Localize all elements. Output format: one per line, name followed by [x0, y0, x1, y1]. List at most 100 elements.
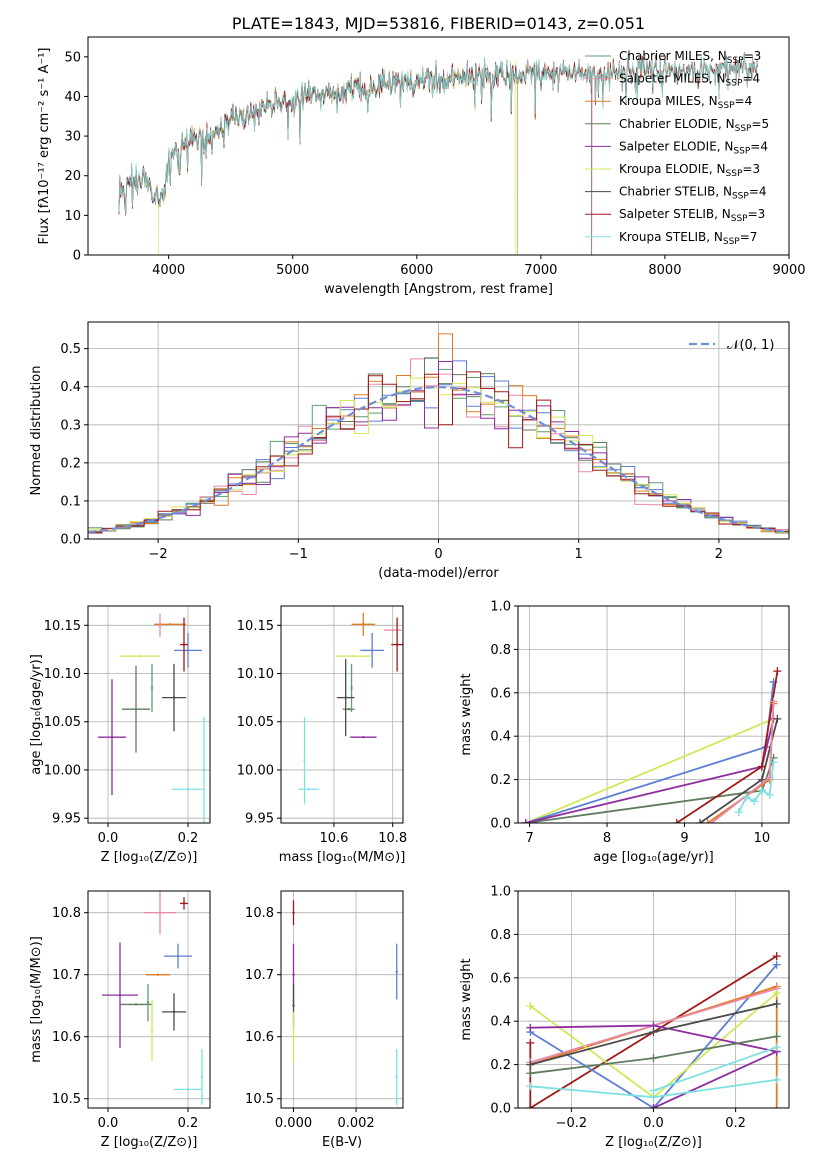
data-point [146, 1001, 150, 1004]
y-tick-label: 1.0 [490, 885, 511, 900]
panel-mass_vs_ebv: 0.000 0.002 10.5 10.6 10.7 10.8 E(B-V) [245, 890, 404, 1150]
mass-weight-line [737, 762, 775, 813]
x-tick-label: 9 [680, 831, 688, 846]
y-tick-label: 10.10 [237, 667, 274, 682]
legend-label: Kroupa MILES, NSSP=4 [619, 94, 752, 111]
data-point [202, 768, 206, 772]
y-tick-label: 9.95 [245, 812, 274, 827]
data-point [134, 707, 138, 711]
plus-marker [703, 819, 712, 823]
data-point [292, 911, 295, 914]
panel-spectrum: 4000 5000 6000 7000 8000 9000 0 10 20 30 40 50 wavel… [37, 14, 806, 297]
x-tick-label: 1 [575, 547, 583, 562]
x-axis-label: Z [log₁₀(Z/Z⊙)] [101, 850, 198, 865]
mass-weight-line [707, 703, 775, 823]
x-tick-label: 8000 [648, 263, 681, 278]
plus-marker [649, 1028, 658, 1037]
spectrum-line-chabrier-elodie [118, 60, 517, 213]
legend-label: Chabrier ELODIE, NSSP=5 [619, 117, 769, 134]
axes-frame [87, 36, 790, 256]
x-axis-label: (data-model)/error [378, 566, 499, 581]
panel-age_vs_mass: 10.6 10.8 9.95 10.00 10.05 10.10 10.15 mass [lo… [237, 605, 407, 865]
x-axis-label: age [log₁₀(age/yr)] [593, 850, 714, 865]
axes-frame [280, 605, 404, 824]
data-point [200, 1075, 204, 1079]
plus-marker [672, 819, 681, 823]
y-axis-label: age [log₁₀(age/yr)] [29, 654, 44, 775]
x-tick-label: 10.8 [378, 831, 407, 846]
axes-frame [517, 605, 790, 824]
plus-marker [526, 1060, 535, 1069]
panel-mass_weight_vs_age: 7 8 9 10 0.0 0.2 0.4 0.6 0.8 1.0 age [log₁₀(age/yr… [459, 600, 790, 865]
data-point [307, 788, 311, 791]
data-point [391, 628, 394, 632]
y-tick-label: 10.7 [52, 968, 81, 983]
plus-marker [769, 697, 778, 706]
x-tick-label: 9000 [772, 263, 805, 278]
plus-marker [772, 1032, 781, 1041]
y-tick-label: 10.00 [44, 763, 81, 778]
mass-weight-line [699, 718, 779, 823]
y-axis-label: mass [log₁₀(M/M⊙)] [29, 936, 44, 1063]
plus-marker [772, 952, 781, 961]
legend-label: Kroupa STELIB, NSSP=7 [619, 230, 757, 247]
x-tick-label: 4000 [152, 263, 185, 278]
y-tick-label: 0.0 [60, 533, 81, 548]
spectrum-line-salpeter-elodie [118, 60, 517, 216]
x-tick-label: 0.0 [98, 1116, 119, 1131]
y-tick-label: 10.15 [44, 619, 81, 634]
plus-marker [526, 1023, 535, 1032]
data-point [303, 759, 306, 762]
y-tick-label: 0.1 [60, 494, 81, 509]
plus-marker [773, 714, 782, 723]
x-tick-label: 0.000 [275, 1116, 312, 1131]
y-tick-label: 40 [64, 90, 81, 105]
y-tick-label: 0.2 [490, 773, 511, 788]
plus-marker [526, 1104, 535, 1108]
x-tick-label: 0.002 [337, 1116, 374, 1131]
spectrum-line-kroupa-stelib [118, 53, 759, 214]
y-tick-label: 0 [73, 249, 81, 264]
plus-marker [772, 999, 781, 1008]
y-tick-label: 0.0 [490, 817, 511, 832]
y-tick-label: 50 [64, 50, 81, 65]
axes-frame [517, 890, 790, 1109]
x-tick-label: 0.0 [98, 831, 119, 846]
plus-marker [769, 758, 778, 767]
legend-label: Salpeter ELODIE, NSSP=4 [619, 139, 768, 156]
x-tick-label: 2 [715, 547, 723, 562]
data-point [344, 696, 347, 699]
plus-marker [772, 988, 781, 997]
y-tick-label: 10.00 [237, 763, 274, 778]
plus-marker [649, 1086, 658, 1095]
x-tick-label: 10 [754, 831, 771, 846]
plot-area [292, 900, 398, 1105]
panel-mass_weight_vs_Z: −0.2 0.0 0.2 0.0 0.2 0.4 0.6 0.8 1.0 Z [log₁₀(Z/Z… [459, 885, 790, 1150]
plus-marker [772, 960, 781, 969]
plus-marker [750, 797, 759, 806]
data-point [395, 1075, 398, 1079]
data-point [150, 1029, 154, 1032]
y-tick-label: 0.4 [60, 380, 81, 395]
data-point [350, 686, 353, 690]
panel-residuals: −2 −1 0 1 2 0.0 0.1 0.2 0.3 0.4 0.5 (data-model)/er… [29, 321, 790, 581]
data-point [292, 1035, 295, 1038]
y-tick-label: 0.6 [490, 971, 511, 986]
plus-marker [772, 1075, 781, 1084]
x-tick-label: −0.2 [556, 1116, 588, 1131]
y-axis-label: Normed distribution [29, 366, 44, 496]
normal-curve [88, 385, 789, 534]
y-axis-label: mass weight [459, 673, 474, 755]
data-point [370, 649, 374, 652]
data-point [182, 643, 186, 646]
x-axis-label: mass [log₁₀(M/M⊙)] [279, 850, 406, 865]
y-tick-label: 10.05 [237, 715, 274, 730]
plot-area [526, 952, 781, 1108]
data-point [168, 623, 172, 626]
x-tick-label: 0.0 [643, 1116, 664, 1131]
plot-area [521, 667, 782, 823]
chart-title: PLATE=1843, MJD=53816, FIBERID=0143, z=0… [232, 14, 645, 33]
plot-area [102, 891, 204, 1105]
data-point [176, 954, 180, 958]
